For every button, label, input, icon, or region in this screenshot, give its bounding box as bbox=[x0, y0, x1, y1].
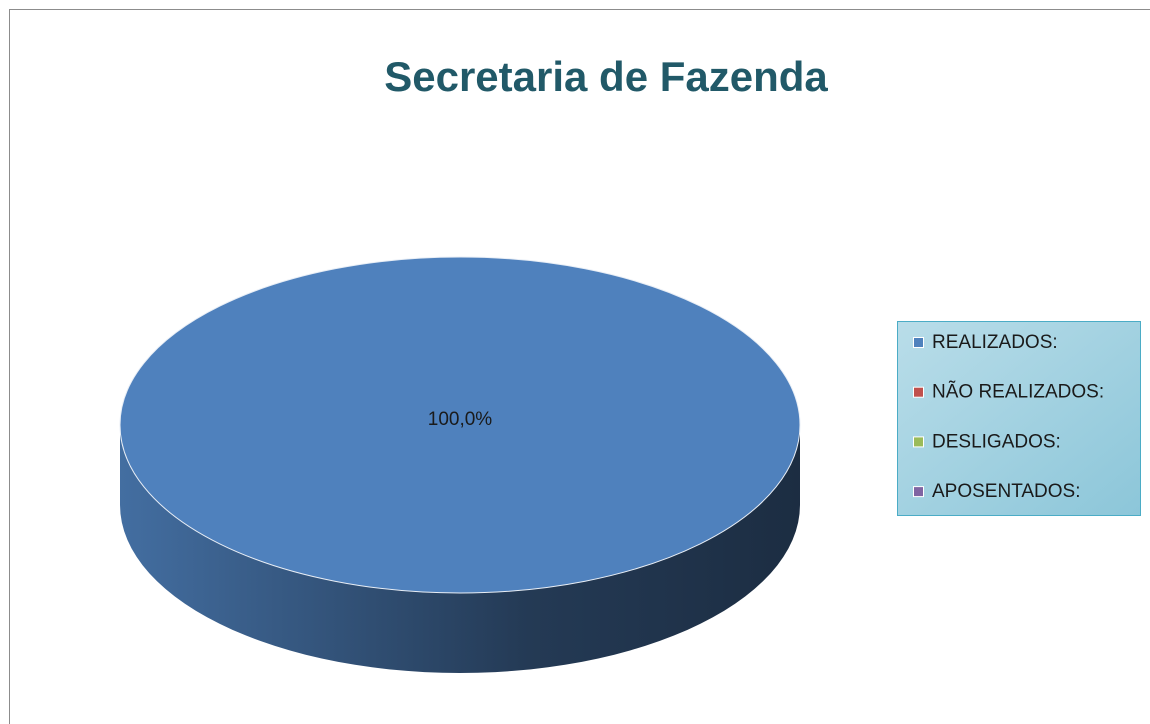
pie-slice bbox=[119, 256, 801, 594]
legend-label: APOSENTADOS: bbox=[932, 481, 1081, 502]
pie-side bbox=[120, 425, 800, 673]
legend-label: DESLIGADOS: bbox=[932, 431, 1061, 452]
legend-label: REALIZADOS: bbox=[932, 332, 1058, 353]
legend-label: NÃO REALIZADOS: bbox=[932, 381, 1104, 403]
chart-title: Secretaria de Fazenda bbox=[384, 53, 828, 100]
legend-swatch bbox=[913, 386, 924, 398]
data-label: 100,0% bbox=[428, 409, 493, 430]
legend-swatch bbox=[913, 436, 924, 448]
legend-swatch bbox=[913, 486, 924, 498]
legend-swatch bbox=[913, 337, 924, 348]
legend-box bbox=[897, 321, 1141, 516]
